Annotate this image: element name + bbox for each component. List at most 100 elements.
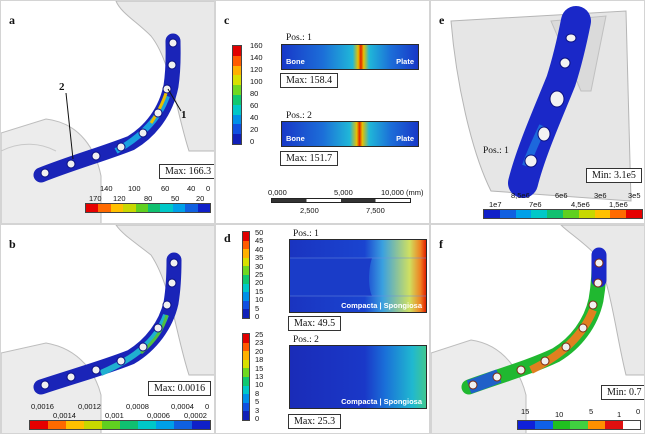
colorbar-segment (233, 85, 241, 95)
colorbar-segment (148, 204, 161, 212)
colorbar-segment (499, 210, 516, 218)
tick-d1-6: 20 (255, 278, 264, 288)
ruler-label-0: 0,000 (268, 188, 287, 197)
colorbar-segment (243, 342, 249, 352)
panel-b: b Max: 0.0016 0,0016 0,0012 0,0008 0,000… (0, 224, 215, 434)
colorbar-segment (243, 368, 249, 377)
colorbar-segment (243, 309, 249, 318)
stress-strip-pos1: Bone Plate (281, 44, 419, 70)
ruler-label-10000: 10,000 (mm) (381, 188, 424, 197)
tick-d1-7: 15 (255, 286, 264, 296)
pos2-title-c: Pos.: 2 (286, 111, 312, 121)
colorbar-segment (243, 376, 249, 386)
panel-b-render (1, 225, 214, 433)
colorbar-segment (185, 204, 198, 212)
colorbar-d1 (242, 231, 250, 319)
colorbar-segment (135, 204, 149, 212)
colorbar-segment (578, 210, 595, 218)
tick-d1-3: 35 (255, 253, 264, 263)
tick-d2-1: 23 (255, 338, 264, 348)
panel-c-label: c (224, 13, 230, 27)
tick-e-bot-0: 1e7 (489, 200, 502, 209)
tick-f-3: 1 (617, 410, 622, 419)
colorbar-segment (233, 55, 241, 66)
tick-b-2: 0,0012 (78, 402, 101, 411)
bone-label-1: Bone (286, 57, 305, 66)
tick-d2-4: 15 (255, 363, 264, 373)
colorbar-segment (531, 210, 548, 218)
colorbar-segment (552, 421, 571, 429)
tick-c-6: 40 (250, 113, 259, 122)
colorbar-segment (98, 204, 111, 212)
tick-b-4: 0,0008 (126, 402, 149, 411)
tick-e-top-2: 3e6 (594, 191, 607, 200)
tick-b-8: 0 (205, 402, 210, 411)
pos1-title-d: Pos.: 1 (293, 229, 319, 239)
colorbar-segment (102, 421, 120, 429)
cross-section-pos1: Compacta | Spongiosa (289, 239, 427, 313)
colorbar-segment (197, 204, 211, 212)
section-shape-1 (290, 257, 426, 297)
colorbar-segment (243, 283, 249, 293)
colorbar-segment (233, 104, 241, 115)
colorbar-segment (174, 421, 192, 429)
colorbar-f (517, 420, 641, 430)
compacta-spongiosa-2: Compacta | Spongiosa (341, 397, 422, 406)
marker-2: 2 (59, 81, 65, 93)
panel-e-label: e (439, 13, 445, 27)
tick-a-8: 20 (196, 194, 205, 203)
tick-d2-3: 18 (255, 355, 264, 365)
pos1-title-c: Pos.: 1 (286, 33, 312, 43)
colorbar-segment (243, 300, 249, 310)
tick-d2-5: 13 (255, 372, 264, 381)
ruler-label-7500: 7,500 (366, 206, 385, 215)
colorbar-segment (243, 292, 249, 301)
tick-f-0: 15 (521, 407, 530, 416)
colorbar-segment (587, 421, 606, 429)
colorbar-segment (243, 334, 249, 343)
colorbar-segment (562, 210, 579, 218)
colorbar-d2 (242, 333, 250, 421)
panel-a-render (1, 1, 214, 223)
tick-b-7: 0,0002 (184, 411, 207, 420)
stress-strip-pos2: Bone Plate (281, 121, 419, 147)
tick-b-5: 0,0006 (147, 411, 170, 420)
min-box-f: Min: 0.7 (601, 385, 644, 400)
colorbar-segment (243, 249, 249, 258)
tick-d1-10: 0 (255, 312, 260, 321)
ruler-bar (271, 198, 411, 203)
colorbar-segment (535, 421, 553, 429)
tick-b-6: 0,0004 (171, 402, 194, 411)
bone-label-2: Bone (286, 134, 305, 143)
tick-a-6: 50 (171, 194, 180, 203)
colorbar-segment (570, 421, 588, 429)
max-box-d2: Max: 25.3 (288, 414, 342, 429)
tick-d2-6: 10 (255, 380, 264, 390)
colorbar-segment (594, 210, 611, 218)
panel-e-render (450, 6, 632, 202)
colorbar-segment (110, 204, 124, 212)
tick-c-0: 160 (250, 41, 263, 50)
colorbar-segment (243, 402, 249, 412)
tick-c-3: 100 (250, 77, 263, 86)
colorbar-segment (243, 240, 249, 250)
tick-d2-2: 20 (255, 346, 264, 356)
colorbar-segment (484, 210, 500, 218)
compacta-spongiosa-1: Compacta | Spongiosa (341, 301, 422, 310)
colorbar-segment (233, 114, 241, 125)
colorbar-segment (547, 210, 563, 218)
tick-d2-9: 3 (255, 405, 260, 415)
tick-a-3: 100 (128, 184, 141, 193)
tick-f-4: 0 (636, 407, 641, 416)
colorbar-segment (605, 421, 623, 429)
colorbar-segment (138, 421, 156, 429)
colorbar-segment (30, 421, 48, 429)
marker-1: 1 (181, 109, 187, 121)
colorbar-segment (160, 204, 173, 212)
pos2-title-d: Pos.: 2 (293, 335, 319, 345)
colorbar-segment (233, 65, 241, 76)
pos-label-e: Pos.: 1 (483, 146, 509, 156)
tick-d2-10: 0 (255, 414, 260, 423)
plate-label-2: Plate (396, 134, 414, 143)
panel-b-label: b (9, 237, 16, 251)
